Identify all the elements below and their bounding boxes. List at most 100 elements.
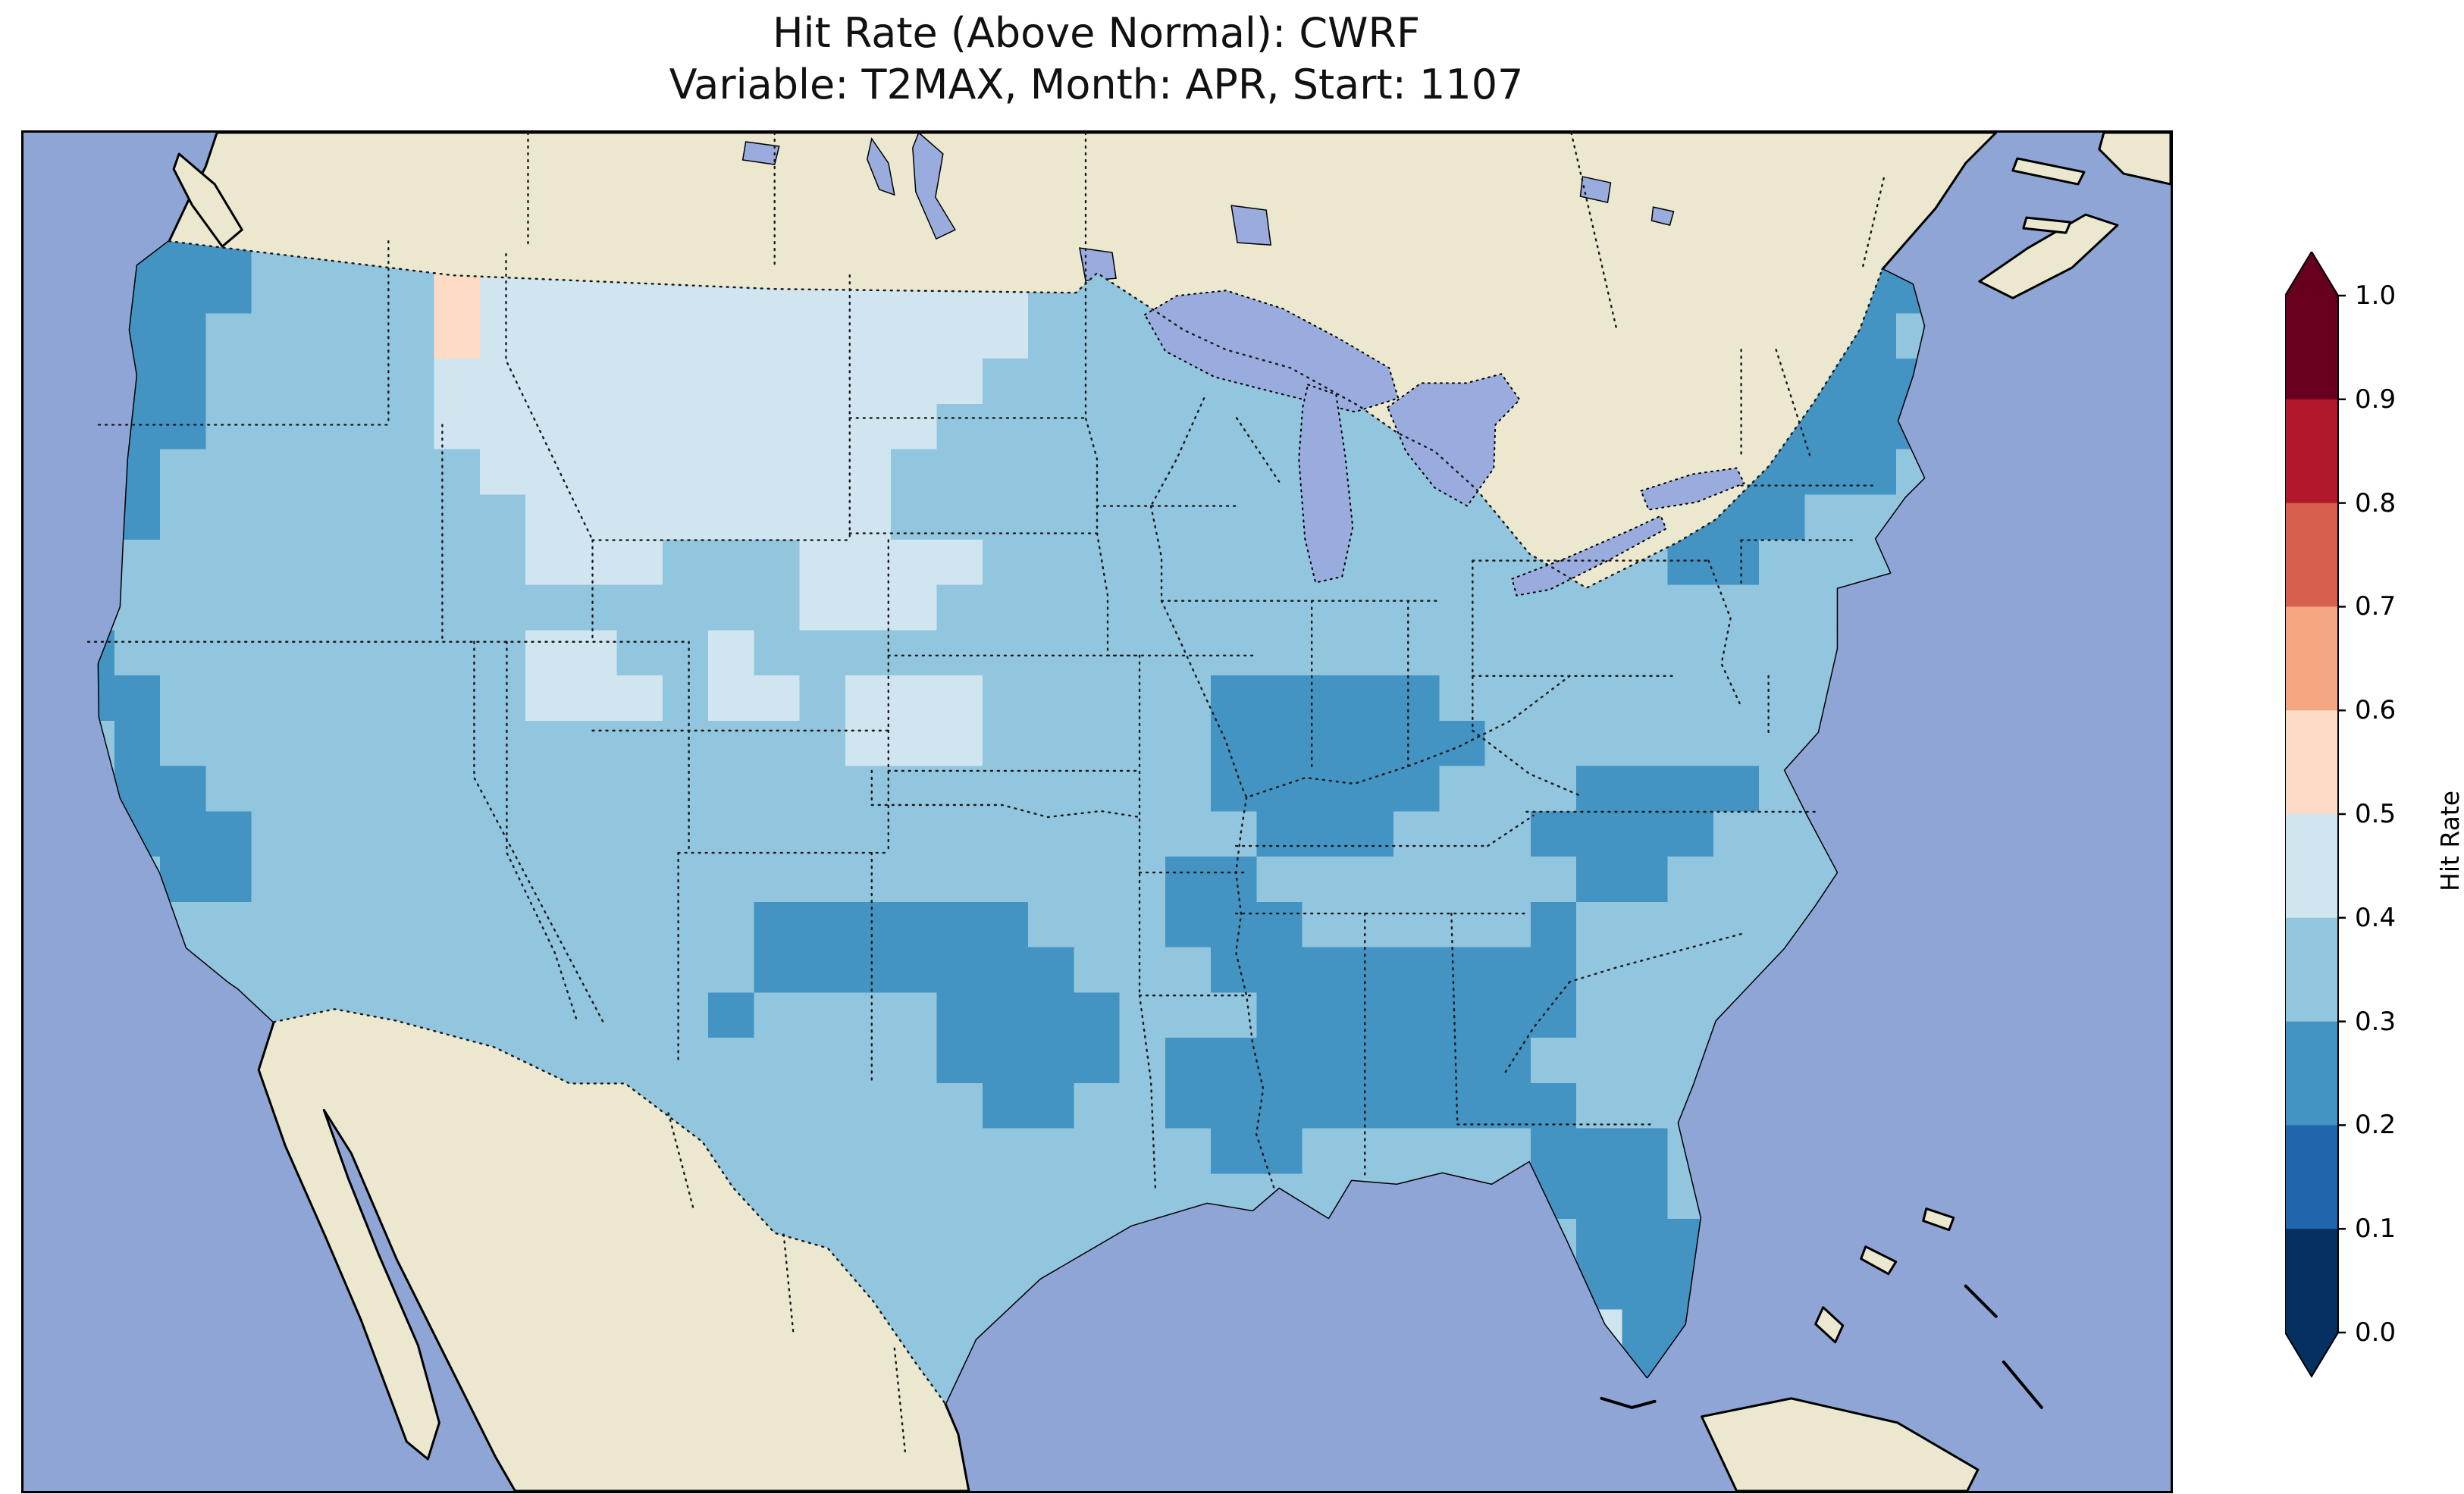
lake-winnipeg: [912, 133, 956, 240]
hit-rate-cell-run: [936, 584, 1924, 631]
hit-rate-cell-run: [1211, 766, 1440, 813]
hit-rate-cell-run: [616, 630, 710, 677]
hit-rate-cell-run: [160, 720, 847, 767]
hit-rate-cell-run: [1530, 811, 1715, 858]
colorbar-tick-label: 0.2: [2355, 1110, 2397, 1141]
hit-rate-cell-run: [114, 720, 161, 767]
map-panel: [21, 130, 2173, 1493]
newfoundland: [2098, 133, 2171, 186]
hit-rate-cell-run: [754, 630, 1924, 677]
colorbar-segment: [2285, 606, 2338, 711]
colorbar: [2284, 250, 2347, 1381]
colorbar-over-arrow: [2285, 252, 2338, 296]
colorbar-segment: [2285, 710, 2338, 815]
hit-rate-cell-run: [205, 313, 435, 360]
hit-rate-cell-run: [479, 449, 892, 496]
hit-rate-cell-run: [1256, 811, 1395, 858]
hit-rate-cell-run: [1439, 766, 1578, 813]
hit-rate-cell-run: [99, 584, 801, 631]
bahamas-islands: [1814, 1207, 1955, 1344]
hit-rate-cell-run: [434, 359, 983, 406]
state-borders-south-east: [1234, 729, 1817, 1181]
hit-rate-cell-run: [205, 403, 435, 450]
hit-rate-cell-run: [936, 1038, 1121, 1085]
lake-huron: [1387, 373, 1521, 507]
hit-rate-cell-run: [99, 901, 755, 948]
hit-rate-cell-run: [251, 268, 435, 315]
hit-rate-cell-run: [525, 494, 892, 541]
hit-rate-cell-run: [662, 675, 710, 722]
prince-edward-island: [2022, 216, 2072, 234]
hit-rate-cell-run: [845, 675, 983, 722]
hit-rate-cell-run: [799, 539, 983, 586]
hit-rate-cell-run: [205, 359, 435, 406]
hit-rate-cell-run: [1576, 766, 1760, 813]
hit-rate-cell-run: [1256, 857, 1578, 904]
hit-rate-cell-run: [205, 766, 1212, 813]
state-borders-northeast: [1472, 349, 1876, 735]
hit-rate-cell-run: [1119, 992, 1258, 1039]
lake-erie: [1511, 515, 1667, 597]
colorbar-segment: [2285, 503, 2338, 608]
colorbar-tick-label: 0.8: [2355, 487, 2397, 518]
hit-rate-cell-run: [982, 1082, 1075, 1129]
colorbar-segment: [2285, 1125, 2338, 1229]
hit-rate-cell-run: [1530, 901, 1578, 948]
hit-rate-cell-run: [1165, 857, 1258, 904]
hit-rate-cell-run: [1211, 720, 1486, 767]
hit-rate-cell-run: [1530, 1128, 1669, 1175]
canadian-lakes: [741, 133, 1675, 282]
hit-rate-cell-run: [754, 947, 1075, 994]
hit-rate-cell-run: [1165, 1038, 1532, 1085]
state-borders-west: [86, 240, 890, 1085]
hit-rate-cell-run: [160, 857, 252, 904]
hit-rate-cell-run: [1667, 539, 1760, 586]
colorbar-segment: [2285, 296, 2338, 400]
great-lakes: [1143, 290, 1745, 597]
hit-rate-cell-run: [982, 720, 1212, 767]
colorbar-tick-label: 0.4: [2355, 902, 2397, 933]
hit-rate-cell-run: [845, 720, 983, 767]
hit-rate-cell-run: [799, 584, 938, 631]
colorbar-tick-label: 0.7: [2355, 591, 2397, 622]
hit-rate-cell-run: [1302, 901, 1532, 948]
hit-rate-cell-run: [1576, 1218, 1715, 1265]
colorbar-axis-label: Hit Rate: [2435, 790, 2464, 891]
quebec-lakes: [741, 141, 1675, 227]
hit-rate-cell-run: [434, 403, 938, 450]
hit-rate-cell-run: [982, 675, 1212, 722]
hit-rate-cell-run: [1165, 1082, 1578, 1129]
colorbar-tick-label: 0.5: [2355, 799, 2397, 829]
hit-rate-cell-run: [708, 992, 755, 1039]
hit-rate-cell-run: [479, 313, 1030, 360]
hit-rate-cell-run: [708, 630, 755, 677]
colorbar-segment: [2285, 1021, 2338, 1126]
hit-rate-cell-run: [799, 675, 847, 722]
lake-of-the-woods: [1079, 247, 1117, 282]
vancouver-island: [172, 152, 243, 248]
state-borders-plains: [848, 274, 1259, 1193]
state-borders: [86, 133, 1885, 1453]
colorbar-segment: [2285, 399, 2338, 504]
hit-rate-cell-run: [114, 766, 207, 813]
hit-rate-cell-run: [936, 992, 1121, 1039]
lake-ontario: [1640, 467, 1745, 511]
small-island-chains: [1600, 1284, 2043, 1409]
hit-rate-cell-run: [662, 539, 801, 586]
hit-rate-cell-run: [160, 494, 527, 541]
hit-rate-cell-run: [99, 539, 527, 586]
hit-rate-cell-run: [251, 857, 1166, 904]
state-borders-midwest: [1149, 397, 1571, 1189]
hit-rate-cell-run: [114, 630, 527, 677]
colorbar-segment: [2285, 814, 2338, 919]
lake-winnipegosis: [867, 137, 895, 196]
lake-nipigon: [1230, 205, 1272, 246]
hit-rate-cell-run: [754, 992, 938, 1039]
hit-rate-cell-run: [1119, 1038, 1166, 1085]
lake-superior: [1143, 290, 1400, 413]
colorbar-tick-label: 1.0: [2355, 280, 2397, 311]
hit-rate-cell-run: [708, 675, 801, 722]
us-mexico-border: [273, 1008, 947, 1405]
hit-rate-cell-run: [1074, 947, 1212, 994]
